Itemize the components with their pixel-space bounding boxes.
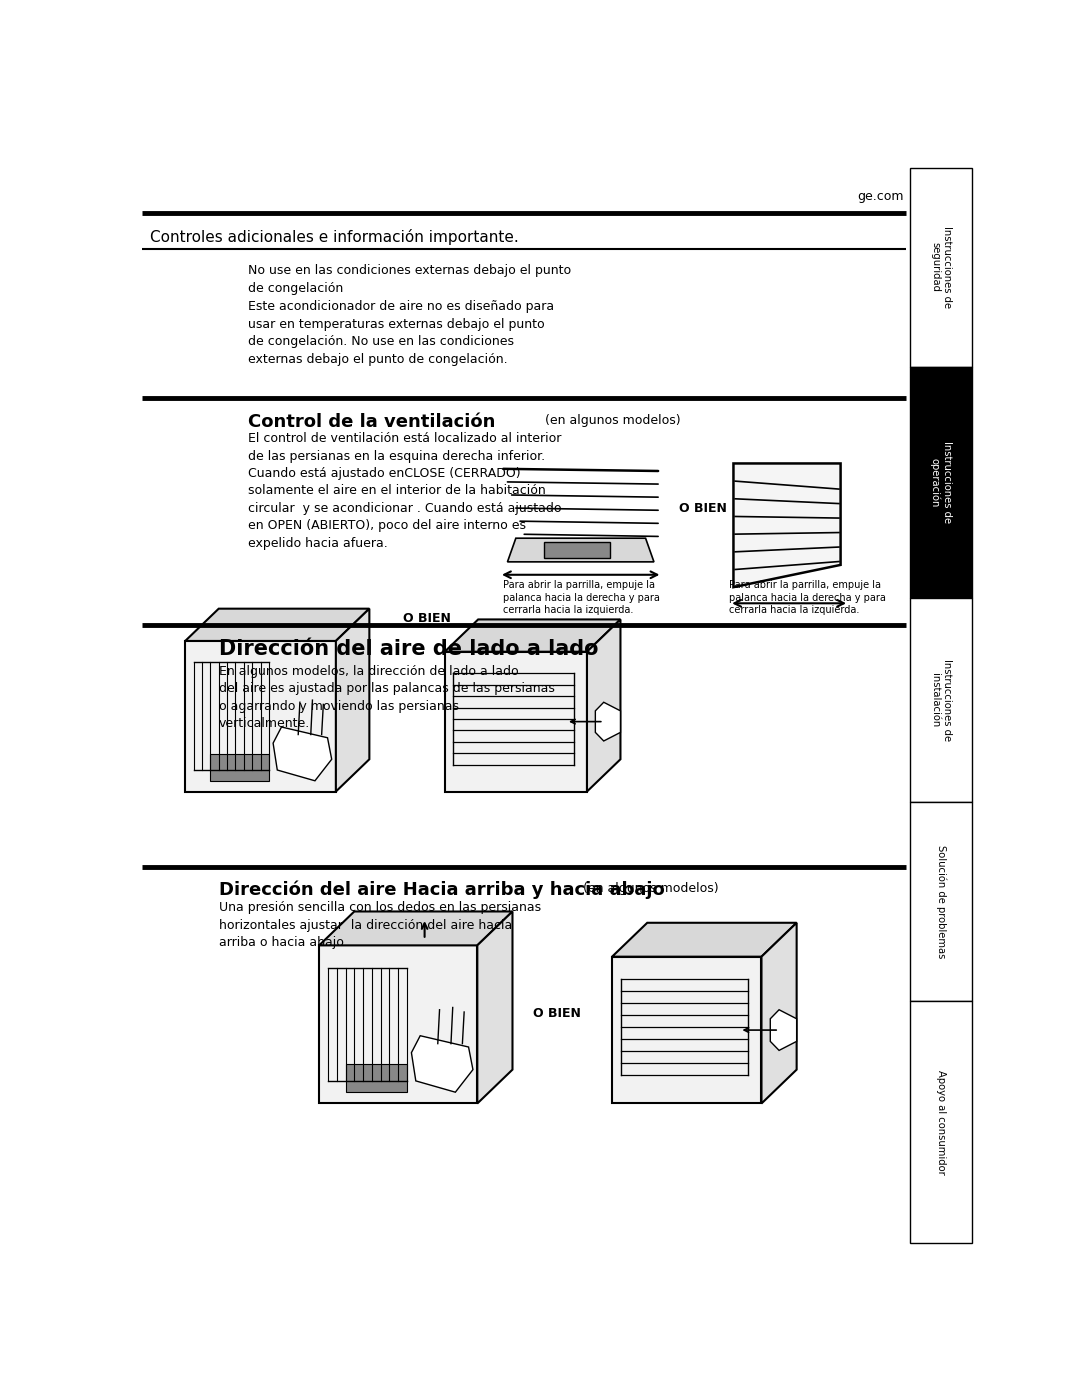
Text: O BIEN: O BIEN xyxy=(403,612,450,624)
Polygon shape xyxy=(770,1010,797,1051)
Bar xyxy=(910,598,972,802)
Bar xyxy=(910,802,972,1002)
Text: externas debajo el punto de congelación.: externas debajo el punto de congelación. xyxy=(248,353,508,366)
Text: (en algunos modelos): (en algunos modelos) xyxy=(583,882,718,895)
Text: Controles adicionales e información importante.: Controles adicionales e información impo… xyxy=(150,229,518,244)
Polygon shape xyxy=(612,923,797,957)
Text: El control de ventilación está localizado al interior
de las persianas en la esq: El control de ventilación está localizad… xyxy=(248,432,562,462)
Text: En algunos modelos, la dirección de lado a lado
del aire es ajustada por las pal: En algunos modelos, la dirección de lado… xyxy=(218,665,554,731)
Text: (en algunos modelos): (en algunos modelos) xyxy=(545,414,680,427)
Polygon shape xyxy=(273,726,332,781)
Text: O BIEN: O BIEN xyxy=(532,1007,580,1020)
Polygon shape xyxy=(477,911,513,1104)
Text: Instrucciones de
instalación: Instrucciones de instalación xyxy=(930,659,951,742)
Bar xyxy=(211,754,269,781)
Text: Dirección del aire de lado a lado: Dirección del aire de lado a lado xyxy=(218,638,598,659)
Text: Instrucciones de
seguridad: Instrucciones de seguridad xyxy=(930,226,951,309)
Polygon shape xyxy=(508,538,653,562)
Polygon shape xyxy=(320,911,513,946)
Text: Para abrir la parrilla, empuje la
palanca hacia la derecha y para
cerrarla hacia: Para abrir la parrilla, empuje la palanc… xyxy=(729,580,887,615)
Text: usar en temperaturas externas debajo el punto: usar en temperaturas externas debajo el … xyxy=(248,317,544,331)
Polygon shape xyxy=(186,641,336,792)
Polygon shape xyxy=(761,923,797,1104)
Polygon shape xyxy=(588,619,620,792)
Polygon shape xyxy=(544,542,610,559)
Polygon shape xyxy=(320,946,477,1104)
Text: Instrucciones de
operación: Instrucciones de operación xyxy=(930,441,953,524)
Polygon shape xyxy=(186,609,369,641)
Polygon shape xyxy=(336,609,369,792)
Polygon shape xyxy=(595,703,620,740)
Text: Para abrir la parrilla, empuje la
palanca hacia la derecha y para
cerrarla hacia: Para abrir la parrilla, empuje la palanc… xyxy=(503,580,660,615)
Polygon shape xyxy=(733,464,840,587)
Text: Cuando está ajustado enCLOSE (CERRADO)
solamente el aire en el interior de la ha: Cuando está ajustado enCLOSE (CERRADO) s… xyxy=(248,467,562,549)
Bar xyxy=(910,1002,972,1243)
Bar xyxy=(910,168,972,366)
Bar xyxy=(910,366,972,598)
Text: Una presión sencilla con los dedos en las persianas
horizontales ajustar  la dir: Una presión sencilla con los dedos en la… xyxy=(218,901,541,949)
Text: de congelación: de congelación xyxy=(248,282,343,295)
Text: Dirección del aire Hacia arriba y hacia abajo: Dirección del aire Hacia arriba y hacia … xyxy=(218,882,664,900)
Polygon shape xyxy=(445,651,588,792)
Bar xyxy=(346,1065,407,1092)
Text: Control de la ventilación: Control de la ventilación xyxy=(248,414,496,430)
Polygon shape xyxy=(411,1035,473,1092)
Text: ge.com: ge.com xyxy=(856,190,903,203)
Text: Apoyo al consumidor: Apoyo al consumidor xyxy=(936,1070,946,1175)
Text: de congelación. No use en las condiciones: de congelación. No use en las condicione… xyxy=(248,335,514,348)
Text: Este acondicionador de aire no es diseñado para: Este acondicionador de aire no es diseña… xyxy=(248,300,554,313)
Polygon shape xyxy=(445,619,620,651)
Polygon shape xyxy=(612,957,761,1104)
Text: O BIEN: O BIEN xyxy=(679,502,727,514)
Text: Solución de problemas: Solución de problemas xyxy=(935,845,946,958)
Text: No use en las condiciones externas debajo el punto: No use en las condiciones externas debaj… xyxy=(248,264,571,278)
